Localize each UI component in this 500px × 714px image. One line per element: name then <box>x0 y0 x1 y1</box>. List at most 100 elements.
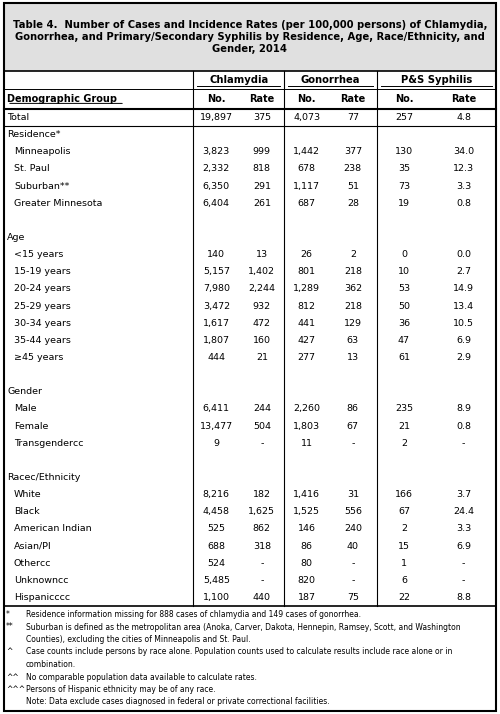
Text: 7,980: 7,980 <box>203 284 230 293</box>
Text: Rate: Rate <box>249 94 274 104</box>
Text: 30-34 years: 30-34 years <box>14 318 71 328</box>
Text: Otherᴄᴄ: Otherᴄᴄ <box>14 558 52 568</box>
Text: -: - <box>351 438 354 448</box>
Text: 51: 51 <box>347 181 359 191</box>
Text: 238: 238 <box>344 164 362 174</box>
Text: 1: 1 <box>401 558 407 568</box>
Text: Residence information missing for 888 cases of chlamydia and 149 cases of gonorr: Residence information missing for 888 ca… <box>26 610 361 619</box>
Text: 1,442: 1,442 <box>293 147 320 156</box>
Text: 6.9: 6.9 <box>456 541 471 550</box>
Text: Raceᴄ/Ethnicity: Raceᴄ/Ethnicity <box>7 473 80 482</box>
Text: 556: 556 <box>344 507 362 516</box>
Text: 2.9: 2.9 <box>456 353 471 362</box>
Text: 67: 67 <box>347 421 359 431</box>
Text: 444: 444 <box>208 353 226 362</box>
Text: No.: No. <box>394 94 413 104</box>
Text: Counties), excluding the cities of Minneapolis and St. Paul.: Counties), excluding the cities of Minne… <box>26 635 250 644</box>
Text: 678: 678 <box>298 164 316 174</box>
Text: 26: 26 <box>300 250 312 259</box>
Text: 10: 10 <box>398 267 410 276</box>
Text: 140: 140 <box>208 250 226 259</box>
Text: 277: 277 <box>298 353 316 362</box>
Text: 75: 75 <box>347 593 359 602</box>
Text: 2.7: 2.7 <box>456 267 471 276</box>
Text: Transgenderᴄᴄ: Transgenderᴄᴄ <box>14 438 84 448</box>
Text: Gender: Gender <box>7 387 42 396</box>
Text: 235: 235 <box>395 404 413 413</box>
Text: 160: 160 <box>253 336 271 345</box>
Text: 15-19 years: 15-19 years <box>14 267 71 276</box>
Text: 261: 261 <box>253 198 271 208</box>
Text: 6,411: 6,411 <box>203 404 230 413</box>
Text: Male: Male <box>14 404 36 413</box>
Text: <15 years: <15 years <box>14 250 64 259</box>
Text: 3,472: 3,472 <box>202 301 230 311</box>
Text: 21: 21 <box>256 353 268 362</box>
Text: 1,100: 1,100 <box>203 593 230 602</box>
Text: American Indian: American Indian <box>14 524 92 533</box>
Text: 86: 86 <box>300 541 312 550</box>
Text: 1,525: 1,525 <box>293 507 320 516</box>
Text: 375: 375 <box>252 113 271 122</box>
Text: St. Paul: St. Paul <box>14 164 50 174</box>
Text: -: - <box>260 575 264 585</box>
Text: 688: 688 <box>208 541 226 550</box>
Text: -: - <box>462 438 465 448</box>
Text: combination.: combination. <box>26 660 76 669</box>
Text: 4.8: 4.8 <box>456 113 471 122</box>
Text: *: * <box>6 610 10 619</box>
Text: ^: ^ <box>6 648 12 656</box>
Text: 20-24 years: 20-24 years <box>14 284 71 293</box>
Text: 73: 73 <box>398 181 410 191</box>
Text: -: - <box>462 558 465 568</box>
Text: 21: 21 <box>398 421 410 431</box>
Text: 6: 6 <box>401 575 407 585</box>
Text: ^^: ^^ <box>6 673 19 681</box>
Text: 31: 31 <box>347 490 359 499</box>
Text: 129: 129 <box>344 318 362 328</box>
Text: 24.4: 24.4 <box>453 507 474 516</box>
Text: 812: 812 <box>298 301 316 311</box>
Text: 3,823: 3,823 <box>202 147 230 156</box>
Text: 377: 377 <box>344 147 362 156</box>
Text: 6,350: 6,350 <box>202 181 230 191</box>
Text: 2: 2 <box>401 524 407 533</box>
Text: 6,404: 6,404 <box>203 198 230 208</box>
Text: P&S Syphilis: P&S Syphilis <box>401 75 472 85</box>
Text: 3.3: 3.3 <box>456 181 471 191</box>
Text: Suburban**: Suburban** <box>14 181 70 191</box>
Text: 1,617: 1,617 <box>203 318 230 328</box>
Text: 427: 427 <box>298 336 316 345</box>
Text: 0.8: 0.8 <box>456 421 471 431</box>
Text: 13: 13 <box>347 353 359 362</box>
Text: 932: 932 <box>252 301 271 311</box>
Text: 1,117: 1,117 <box>293 181 320 191</box>
Text: 25-29 years: 25-29 years <box>14 301 71 311</box>
Text: Age: Age <box>7 233 26 242</box>
Text: 687: 687 <box>298 198 316 208</box>
Text: Note: Data exclude cases diagnosed in federal or private correctional facilities: Note: Data exclude cases diagnosed in fe… <box>26 698 330 706</box>
Text: 67: 67 <box>398 507 410 516</box>
Text: 362: 362 <box>344 284 362 293</box>
Text: 244: 244 <box>253 404 271 413</box>
Text: 19,897: 19,897 <box>200 113 233 122</box>
Text: 862: 862 <box>253 524 271 533</box>
Text: Suburban is defined as the metropolitan area (Anoka, Carver, Dakota, Hennepin, R: Suburban is defined as the metropolitan … <box>26 623 460 631</box>
Text: ≥45 years: ≥45 years <box>14 353 64 362</box>
Text: Asian/PI: Asian/PI <box>14 541 52 550</box>
Text: 50: 50 <box>398 301 410 311</box>
Text: 6.9: 6.9 <box>456 336 471 345</box>
Text: 801: 801 <box>298 267 316 276</box>
Text: -: - <box>260 558 264 568</box>
Text: 1,625: 1,625 <box>248 507 276 516</box>
Text: 10.5: 10.5 <box>453 318 474 328</box>
Text: 35: 35 <box>398 164 410 174</box>
Text: 53: 53 <box>398 284 410 293</box>
Text: 1,402: 1,402 <box>248 267 276 276</box>
Text: 472: 472 <box>253 318 271 328</box>
Text: Rate: Rate <box>451 94 476 104</box>
Text: 47: 47 <box>398 336 410 345</box>
Text: 257: 257 <box>395 113 413 122</box>
Text: No.: No. <box>207 94 226 104</box>
Text: 0: 0 <box>401 250 407 259</box>
